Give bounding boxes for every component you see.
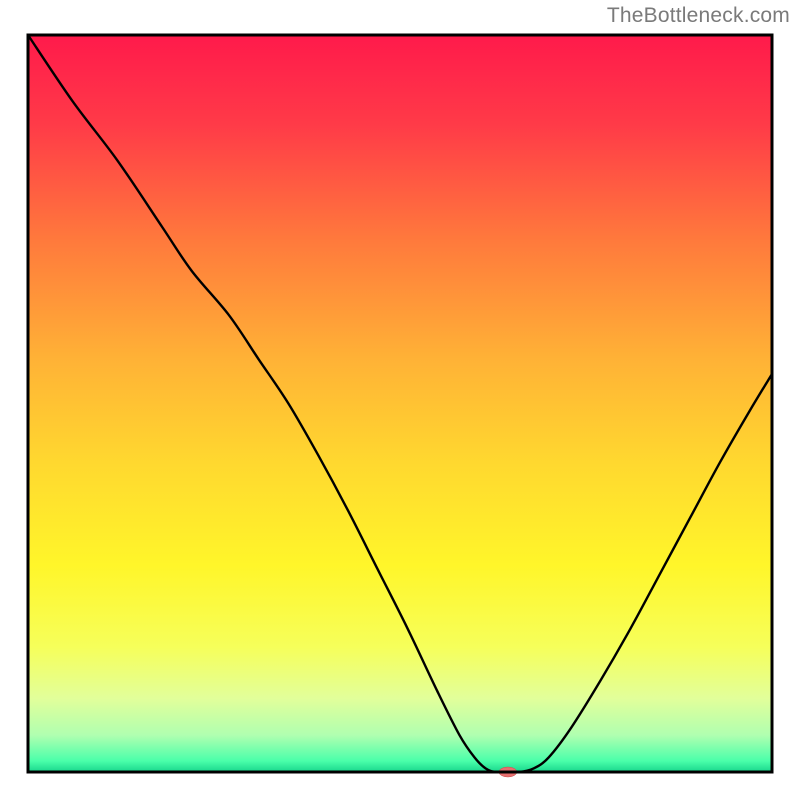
chart-background-gradient — [28, 35, 772, 772]
watermark-text: TheBottleneck.com — [607, 4, 790, 28]
chart-canvas — [0, 0, 800, 800]
gradient-curve-chart — [0, 0, 800, 800]
